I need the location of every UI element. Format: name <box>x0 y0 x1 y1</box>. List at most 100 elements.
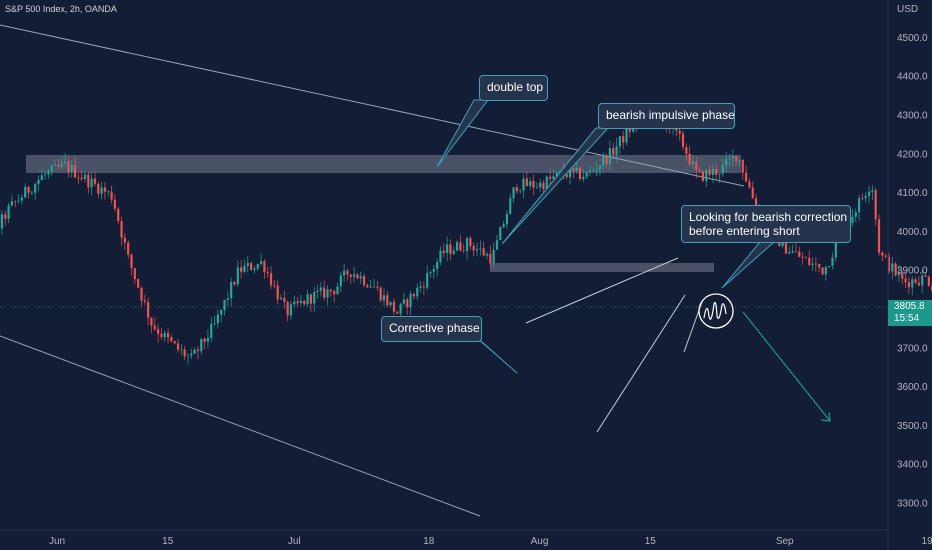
upper-channel-trendline[interactable] <box>0 24 745 187</box>
candle-down <box>695 161 698 171</box>
candle-down <box>329 289 332 292</box>
candle-down <box>422 286 425 288</box>
candle-down <box>273 285 276 287</box>
candle-up <box>432 269 435 272</box>
candle-down <box>283 297 286 303</box>
candle-up <box>625 128 628 143</box>
candle-up <box>791 250 794 253</box>
candle-down <box>4 214 7 219</box>
candle-up <box>582 176 585 179</box>
double-top-resistance-zone[interactable] <box>26 155 741 173</box>
candle-down <box>110 191 113 200</box>
candle-up <box>871 190 874 192</box>
annotation-bearish-impulsive-phase[interactable]: bearish impulsive phase <box>598 103 735 129</box>
candle-up <box>389 301 392 306</box>
x-tick-label: 15 <box>645 536 657 547</box>
y-tick-label: 3500.0 <box>897 421 928 432</box>
candle-up <box>429 271 432 274</box>
candle-up <box>505 214 509 225</box>
candle-down <box>376 286 379 288</box>
candle-down <box>681 133 685 147</box>
candle-up <box>359 276 362 279</box>
candle-down <box>133 268 136 280</box>
candle-up <box>911 279 914 288</box>
candle-up <box>193 349 196 354</box>
candle-up <box>50 165 53 172</box>
candle-up <box>492 249 495 264</box>
candle-up <box>24 186 27 198</box>
candle-down <box>901 273 904 279</box>
annotation-double-top[interactable]: double top <box>479 75 548 101</box>
candle-up <box>588 170 592 173</box>
candle-down <box>160 333 163 338</box>
candle-down <box>379 287 382 301</box>
projected-wave-scribble <box>703 301 727 320</box>
candle-down <box>741 160 744 173</box>
candle-down <box>386 295 389 306</box>
wedge-lower-line[interactable] <box>596 294 686 433</box>
candle-down <box>794 250 798 252</box>
candle-up <box>316 291 319 293</box>
projection-arrow[interactable] <box>742 311 831 422</box>
candle-up <box>213 323 216 325</box>
candle-down <box>396 311 399 314</box>
candle-up <box>446 244 449 253</box>
candle-up <box>436 261 439 270</box>
candle-down <box>27 186 30 193</box>
candle-up <box>70 165 73 172</box>
candle-up <box>519 190 522 192</box>
candle-up <box>243 265 246 272</box>
candle-up <box>854 212 857 217</box>
candle-down <box>173 341 176 344</box>
candle-down <box>250 262 253 270</box>
candle-up <box>163 332 166 338</box>
candle-down <box>605 156 608 164</box>
candle-up <box>83 174 87 179</box>
candle-up <box>343 270 346 276</box>
annotation-bearish-correction[interactable]: Looking for bearish correction before en… <box>681 205 851 243</box>
candle-down <box>914 279 917 283</box>
candle-down <box>14 201 17 203</box>
candle-down <box>861 198 864 199</box>
y-tick-label: 3700.0 <box>897 343 928 354</box>
candle-down <box>80 177 83 179</box>
wedge-upper-line[interactable] <box>525 257 679 324</box>
candle-down <box>147 301 150 318</box>
candle-down <box>804 257 808 259</box>
annotation-corrective-phase[interactable]: Corrective phase <box>381 316 482 342</box>
candle-up <box>439 250 442 262</box>
candle-up <box>608 148 612 164</box>
candle-up <box>7 205 10 219</box>
candle-up <box>552 176 555 179</box>
candle-down <box>814 263 817 265</box>
candle-down <box>97 183 100 194</box>
projected-correction-circle[interactable] <box>698 293 734 329</box>
candle-down <box>532 181 535 188</box>
candle-up <box>479 248 482 250</box>
candle-down <box>884 255 887 257</box>
candle-up <box>100 187 103 194</box>
candle-up <box>336 286 339 295</box>
candle-down <box>366 285 369 288</box>
candle-down <box>196 349 200 352</box>
candle-up <box>352 274 356 277</box>
candle-down <box>303 300 306 305</box>
lower-channel-trendline[interactable] <box>0 335 481 517</box>
candle-up <box>30 192 33 194</box>
candle-down <box>459 242 462 251</box>
candle-up <box>725 159 728 166</box>
candle-down <box>881 252 884 256</box>
candle-up <box>279 297 283 300</box>
candle-up <box>40 175 43 180</box>
candle-down <box>735 155 738 162</box>
candle-up <box>369 286 372 288</box>
candle-down <box>57 164 60 167</box>
candle-up <box>539 182 542 188</box>
neckline-resistance-zone[interactable] <box>490 263 714 272</box>
candle-down <box>412 293 415 297</box>
candle-up <box>728 158 731 160</box>
candle-down <box>156 329 160 334</box>
candle-down <box>130 254 133 269</box>
candle-down <box>748 181 751 188</box>
